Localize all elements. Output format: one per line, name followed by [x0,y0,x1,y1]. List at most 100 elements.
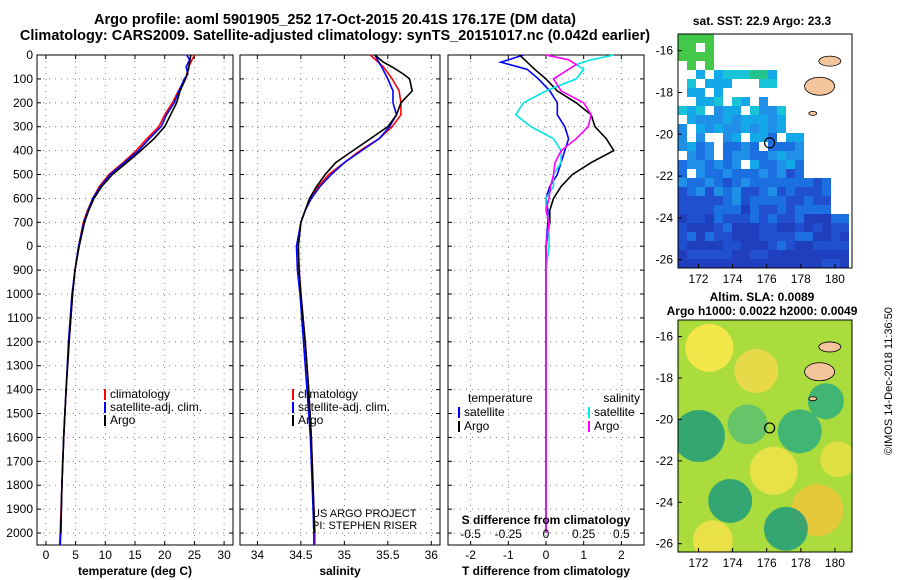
sst-cell [678,43,687,52]
x-tick-label: -2 [465,548,476,562]
secondary-tick-label: 0.5 [613,527,630,541]
sst-cell [687,196,696,205]
x-tick-label: 2 [618,548,625,562]
sst-cell [714,223,723,232]
sla-blob [692,520,733,552]
x-tick-label: 176 [757,556,777,570]
y-tick-label: 1300 [6,359,33,373]
salinity-panel: 34 34.5 35 35.5 36 salinity climatologysatelli… [239,54,441,578]
sst-cell [687,61,696,70]
sst-cell [723,79,732,88]
x-axis-label: salinity [319,564,361,578]
sst-cell [714,160,723,169]
sst-cell [678,196,687,205]
map-frame [677,33,853,269]
sst-cell [732,160,741,169]
sst-cell [714,241,723,250]
sst-cell [741,232,750,241]
sst-cell [705,115,714,124]
sst-cell [750,250,759,259]
sst-cell [750,205,759,214]
sst-cell [678,169,687,178]
sst-cell [696,34,705,43]
sst-cell [705,124,714,133]
sst-cell [759,160,768,169]
sst-cell [813,250,822,259]
sst-cell [813,196,822,205]
sla-blob [734,349,779,394]
sst-cell [741,115,750,124]
x-tick-label: 176 [757,272,777,286]
series-line-satellite-adj-clim- [59,54,191,546]
sst-cell [795,196,804,205]
sst-cell [768,115,777,124]
sst-cell [759,259,768,268]
y-tick-label: 400 [13,144,33,158]
sst-cell [759,115,768,124]
x-tick-label: 172 [688,272,708,286]
x-tick-label: 0 [543,548,550,562]
island-shape [808,110,818,116]
x-tick-label: 5 [72,548,79,562]
sst-cell [786,223,795,232]
secondary-tick-label: 0 [543,527,550,541]
sla-blob [727,404,768,445]
sst-cell [813,259,822,268]
x-tick-label: 30 [217,548,231,562]
sst-cell [696,97,705,106]
project-credit: US ARGO PROJECT [312,508,417,520]
y-tick-label: 1700 [6,454,33,468]
sst-cell [750,223,759,232]
sst-cell [750,142,759,151]
y-tick-label: 700 [13,215,33,229]
sst-cell [705,196,714,205]
sst-cell [768,205,777,214]
sla-map-panel: -16 -18 -20 -22 -24 -26 172 174 176 178 180 [656,319,853,570]
sst-cell [705,61,714,70]
y-tick-label: -16 [656,44,674,58]
sst-cell [732,70,741,79]
sst-cell [795,142,804,151]
sst-cell [687,241,696,250]
sst-cell [705,97,714,106]
sst-cell [732,223,741,232]
y-tick-label: 1100 [7,311,33,325]
sst-cell [723,151,732,160]
sst-cell [696,169,705,178]
sst-cell [678,142,687,151]
sst-cell [732,106,741,115]
y-tick-label: 100 [13,72,33,86]
sst-cell [678,106,687,115]
sst-cell [723,115,732,124]
sst-cell [822,187,831,196]
x-tick-label: 178 [791,556,811,570]
sst-cell [759,151,768,160]
series-line-t-satellite [497,54,570,533]
sst-cell [795,259,804,268]
sst-cell [768,70,777,79]
difference-panel: -2 -1 0 1 2 T difference from climatology temp… [447,54,645,578]
legend-label: satellite [594,405,635,419]
x-tick-label: 172 [688,556,708,570]
sst-cell [822,205,831,214]
sst-cell [705,178,714,187]
y-tick-label: 900 [13,263,33,277]
sst-cell [741,223,750,232]
sst-cell [741,97,750,106]
sst-cell [723,187,732,196]
y-tick-label: 1800 [6,478,33,492]
y-tick-label: -24 [656,211,674,225]
sst-cell [723,178,732,187]
sst-cell [714,169,723,178]
sst-cell [732,205,741,214]
sst-cell [786,205,795,214]
sst-cell [705,205,714,214]
sst-cell [768,259,777,268]
sst-cell [714,106,723,115]
sst-cell [732,241,741,250]
sst-cell [687,178,696,187]
x-axis-label: T difference from climatology [462,564,630,578]
sst-cell [768,223,777,232]
sst-cell [786,142,795,151]
sst-cell [705,160,714,169]
